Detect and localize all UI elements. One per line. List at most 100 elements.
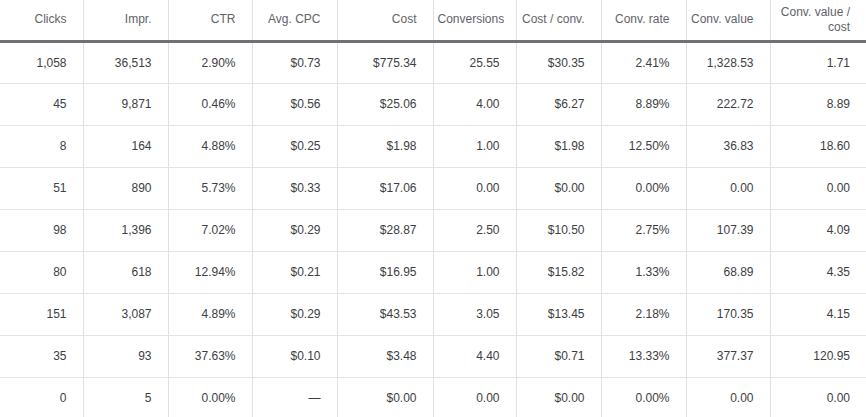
cell-conv-value: 0.00 — [686, 167, 770, 209]
table-row: 981,3967.02%$0.29$28.872.50$10.502.75%10… — [0, 209, 866, 251]
cell-impr: 93 — [83, 335, 168, 377]
cell-impr: 164 — [83, 125, 168, 167]
cell-ctr: 12.94% — [168, 251, 252, 293]
table-body: 1,05836,5132.90%$0.73$775.3425.55$30.352… — [0, 41, 866, 417]
cell-cost: $43.53 — [337, 293, 433, 335]
metrics-table: ClicksImpr.CTRAvg. CPCCostConversionsCos… — [0, 0, 866, 417]
cell-conv-rate: 2.75% — [601, 209, 686, 251]
cell-conversions: 2.50 — [433, 209, 516, 251]
cell-impr: 36,513 — [83, 41, 168, 83]
cell-impr: 618 — [83, 251, 168, 293]
cell-conv-value-cost: 4.35 — [770, 251, 866, 293]
cell-avg-cpc: $0.21 — [252, 251, 337, 293]
cell-impr: 9,871 — [83, 83, 168, 125]
column-header-avg-cpc[interactable]: Avg. CPC — [252, 0, 337, 41]
cell-conv-value: 170.35 — [686, 293, 770, 335]
cell-conv-value: 68.89 — [686, 251, 770, 293]
cell-conversions: 25.55 — [433, 41, 516, 83]
column-header-conv-value[interactable]: Conv. value — [686, 0, 770, 41]
cell-avg-cpc: $0.29 — [252, 209, 337, 251]
cell-conv-rate: 2.41% — [601, 41, 686, 83]
metrics-table-viewport: ClicksImpr.CTRAvg. CPCCostConversionsCos… — [0, 0, 866, 417]
cell-conversions: 4.40 — [433, 335, 516, 377]
cell-conv-value: 1,328.53 — [686, 41, 770, 83]
cell-cost-conv: $0.00 — [516, 377, 601, 417]
cell-conv-rate: 0.00% — [601, 377, 686, 417]
cell-conv-value-cost: 0.00 — [770, 167, 866, 209]
cell-conversions: 3.05 — [433, 293, 516, 335]
cell-impr: 3,087 — [83, 293, 168, 335]
cell-cost: $775.34 — [337, 41, 433, 83]
cell-clicks: 1,058 — [0, 41, 83, 83]
cell-conv-value: 377.37 — [686, 335, 770, 377]
cell-conv-value-cost: 0.00 — [770, 377, 866, 417]
cell-ctr: 0.00% — [168, 377, 252, 417]
table-row: 1513,0874.89%$0.29$43.533.05$13.452.18%1… — [0, 293, 866, 335]
cell-conv-value: 0.00 — [686, 377, 770, 417]
cell-avg-cpc: — — [252, 377, 337, 417]
cell-cost: $0.00 — [337, 377, 433, 417]
cell-avg-cpc: $0.10 — [252, 335, 337, 377]
cell-cost-conv: $10.50 — [516, 209, 601, 251]
cell-ctr: 4.89% — [168, 293, 252, 335]
cell-avg-cpc: $0.56 — [252, 83, 337, 125]
cell-conv-rate: 0.00% — [601, 167, 686, 209]
cell-avg-cpc: $0.73 — [252, 41, 337, 83]
cell-ctr: 2.90% — [168, 41, 252, 83]
cell-cost-conv: $30.35 — [516, 41, 601, 83]
column-header-impr[interactable]: Impr. — [83, 0, 168, 41]
column-header-cost[interactable]: Cost — [337, 0, 433, 41]
cell-impr: 890 — [83, 167, 168, 209]
cell-conv-value-cost: 8.89 — [770, 83, 866, 125]
cell-conv-value-cost: 4.15 — [770, 293, 866, 335]
table-row: 81644.88%$0.25$1.981.00$1.9812.50%36.831… — [0, 125, 866, 167]
header-row: ClicksImpr.CTRAvg. CPCCostConversionsCos… — [0, 0, 866, 41]
table-row: 359337.63%$0.10$3.484.40$0.7113.33%377.3… — [0, 335, 866, 377]
cell-conv-value: 36.83 — [686, 125, 770, 167]
cell-ctr: 5.73% — [168, 167, 252, 209]
column-header-clicks[interactable]: Clicks — [0, 0, 83, 41]
cell-conv-value: 107.39 — [686, 209, 770, 251]
cell-conv-value-cost: 18.60 — [770, 125, 866, 167]
cell-conv-rate: 13.33% — [601, 335, 686, 377]
cell-ctr: 37.63% — [168, 335, 252, 377]
cell-conversions: 4.00 — [433, 83, 516, 125]
cell-conv-rate: 12.50% — [601, 125, 686, 167]
table-row: 050.00%—$0.000.00$0.000.00%0.000.00 — [0, 377, 866, 417]
cell-clicks: 80 — [0, 251, 83, 293]
cell-avg-cpc: $0.25 — [252, 125, 337, 167]
table-row: 459,8710.46%$0.56$25.064.00$6.278.89%222… — [0, 83, 866, 125]
cell-cost-conv: $15.82 — [516, 251, 601, 293]
cell-conv-value: 222.72 — [686, 83, 770, 125]
cell-conversions: 0.00 — [433, 377, 516, 417]
cell-impr: 1,396 — [83, 209, 168, 251]
cell-cost: $1.98 — [337, 125, 433, 167]
column-header-ctr[interactable]: CTR — [168, 0, 252, 41]
cell-conv-rate: 1.33% — [601, 251, 686, 293]
cell-avg-cpc: $0.29 — [252, 293, 337, 335]
cell-cost: $25.06 — [337, 83, 433, 125]
table-row: 8061812.94%$0.21$16.951.00$15.821.33%68.… — [0, 251, 866, 293]
cell-ctr: 0.46% — [168, 83, 252, 125]
cell-conversions: 1.00 — [433, 251, 516, 293]
cell-ctr: 4.88% — [168, 125, 252, 167]
column-header-conv-rate[interactable]: Conv. rate — [601, 0, 686, 41]
cell-conv-value-cost: 120.95 — [770, 335, 866, 377]
cell-cost: $17.06 — [337, 167, 433, 209]
cell-conv-value-cost: 1.71 — [770, 41, 866, 83]
column-header-cost-conv[interactable]: Cost / conv. — [516, 0, 601, 41]
column-header-conversions[interactable]: Conversions — [433, 0, 516, 41]
column-header-conv-value-cost[interactable]: Conv. value / cost — [770, 0, 866, 41]
cell-impr: 5 — [83, 377, 168, 417]
cell-cost: $16.95 — [337, 251, 433, 293]
cell-cost-conv: $6.27 — [516, 83, 601, 125]
cell-cost-conv: $0.71 — [516, 335, 601, 377]
cell-clicks: 98 — [0, 209, 83, 251]
cell-avg-cpc: $0.33 — [252, 167, 337, 209]
cell-cost: $3.48 — [337, 335, 433, 377]
cell-conv-rate: 2.18% — [601, 293, 686, 335]
table-row: 518905.73%$0.33$17.060.00$0.000.00%0.000… — [0, 167, 866, 209]
cell-clicks: 45 — [0, 83, 83, 125]
cell-cost-conv: $13.45 — [516, 293, 601, 335]
cell-clicks: 8 — [0, 125, 83, 167]
